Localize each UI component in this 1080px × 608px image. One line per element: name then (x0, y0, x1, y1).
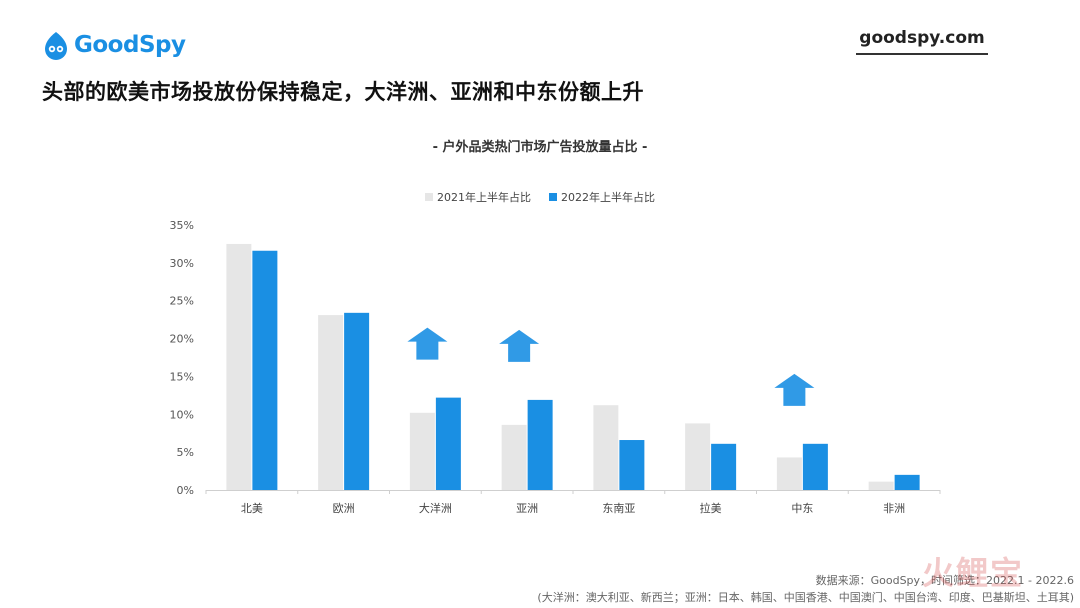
bar-2022 (252, 250, 278, 490)
up-arrow-icon (499, 329, 540, 362)
up-arrow-icon (774, 373, 815, 406)
y-tick-label: 35% (170, 219, 194, 232)
y-tick-label: 15% (170, 370, 194, 383)
bar-2021 (868, 481, 894, 490)
bar-2022 (435, 397, 461, 490)
bar-2021 (318, 315, 344, 490)
chart-title: - 户外品类热门市场广告投放量占比 - (432, 140, 648, 155)
up-arrow-icon (407, 327, 448, 360)
y-tick-label: 30% (170, 257, 194, 270)
bar-2022 (619, 440, 645, 490)
category-label: 北美 (241, 502, 263, 515)
bar-2022 (711, 443, 737, 490)
legend-label-2022: 2022年上半年占比 (561, 191, 655, 204)
region-note: (大洋洲：澳大利亚、新西兰；亚洲：日本、韩国、中国香港、中国澳门、中国台湾、印度… (537, 591, 1074, 604)
y-tick-label: 5% (177, 446, 194, 459)
bar-2022 (344, 312, 370, 490)
goodspy-logo-icon (45, 32, 67, 60)
logo-text: GoodSpy (74, 32, 186, 58)
watermark: 火鲤宝 (922, 554, 1025, 592)
goodspy-logo: GoodSpy (42, 28, 186, 62)
legend-item-2022: 2022年上半年占比 (549, 189, 655, 205)
category-label: 大洋洲 (419, 501, 452, 515)
category-label: 欧洲 (333, 502, 355, 515)
category-label: 拉美 (700, 501, 722, 515)
bar-2022 (802, 443, 828, 490)
bar-2021 (226, 243, 252, 490)
y-tick-label: 20% (170, 333, 194, 346)
category-label: 东南亚 (602, 502, 635, 515)
bar-2021 (409, 412, 435, 490)
y-tick-label: 25% (170, 295, 194, 308)
legend-item-2021: 2021年上半年占比 (425, 189, 531, 205)
bar-2021 (593, 405, 619, 490)
source-text: 数据来源：GoodSpy，时间筛选：2022.1 - 2022.6 (815, 574, 1074, 587)
page-headline: 头部的欧美市场投放份保持稳定，大洋洲、亚洲和中东份额上升 (42, 80, 644, 104)
legend-label-2021: 2021年上半年占比 (437, 191, 531, 204)
bar-2022 (527, 399, 553, 490)
bar-2021 (685, 423, 711, 490)
category-label: 非洲 (883, 502, 905, 515)
bar-2021 (776, 457, 802, 490)
source-note: 数据来源：GoodSpy，时间筛选：2022.1 - 2022.6 (大洋洲：澳… (537, 572, 1074, 606)
bar-2021 (501, 424, 527, 490)
site-link[interactable]: goodspy.com (856, 28, 988, 55)
legend-swatch-2021 (425, 193, 433, 201)
category-label: 亚洲 (516, 502, 538, 515)
y-tick-label: 0% (177, 484, 194, 497)
legend-swatch-2022 (549, 193, 557, 201)
y-tick-label: 10% (170, 408, 194, 421)
bar-2022 (894, 474, 920, 490)
category-label: 中东 (791, 502, 813, 515)
chart-legend: 2021年上半年占比 2022年上半年占比 (0, 189, 1080, 205)
